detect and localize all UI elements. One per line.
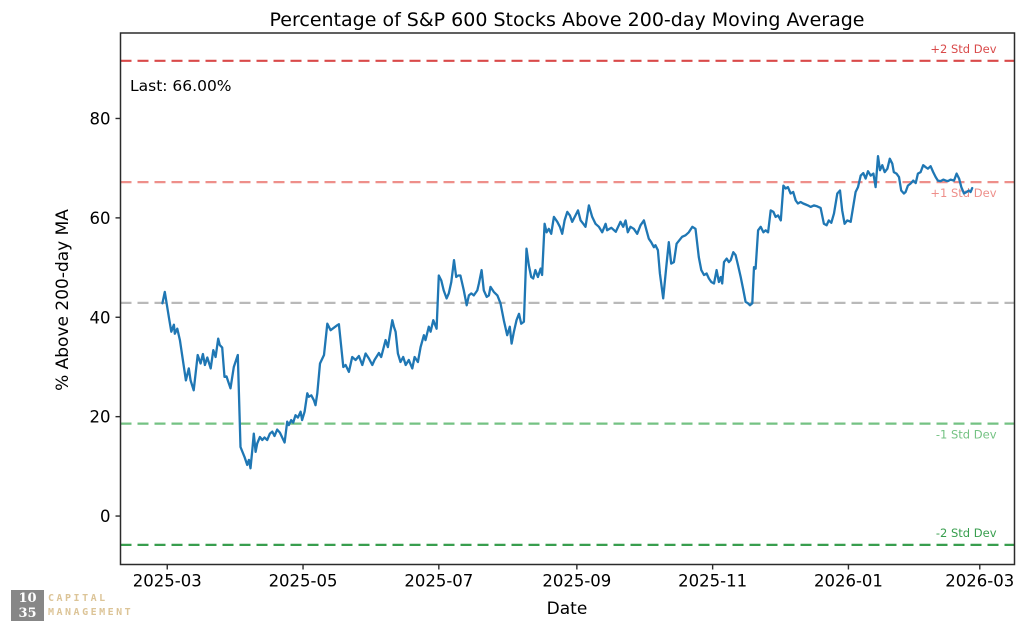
y-axis-label: % Above 200-day MA (53, 209, 73, 391)
x-tick-label: 2025-03 (133, 572, 202, 591)
y-tick-label: 80 (90, 109, 111, 128)
plot-border (119, 32, 1016, 566)
y-tick-label: 60 (90, 209, 111, 228)
logo-number-top: 10 (18, 591, 37, 606)
x-tick-label: 2026-03 (945, 572, 1014, 591)
y-tick-label: 20 (90, 408, 111, 427)
logo-words: CAPITAL MANAGEMENT (48, 592, 133, 620)
x-tick-label: 2026-01 (814, 572, 883, 591)
logo-word-management: MANAGEMENT (48, 606, 134, 618)
x-axis-label: Date (546, 599, 588, 619)
ref-line-label-minus2: -2 Std Dev (936, 526, 997, 540)
ref-line-label-minus1: -1 Std Dev (936, 428, 997, 442)
logo-word-capital: CAPITAL (48, 592, 108, 604)
series-line (161, 155, 974, 470)
logo: 10 35 CAPITAL MANAGEMENT (11, 590, 133, 621)
logo-number-bottom: 35 (18, 606, 37, 621)
y-tick-label: 40 (90, 308, 111, 327)
chart-title: Percentage of S&P 600 Stocks Above 200-d… (269, 9, 865, 31)
x-tick-label: 2025-11 (678, 572, 747, 591)
last-value-annotation: Last: 66.00% (130, 77, 232, 95)
logo-mark: 10 35 (11, 590, 44, 621)
x-tick-label: 2025-05 (269, 572, 338, 591)
y-tick-label: 0 (100, 507, 111, 526)
ref-line-label-plus2: +2 Std Dev (930, 42, 996, 56)
x-tick-label: 2025-07 (404, 572, 473, 591)
x-tick-label: 2025-09 (542, 572, 611, 591)
